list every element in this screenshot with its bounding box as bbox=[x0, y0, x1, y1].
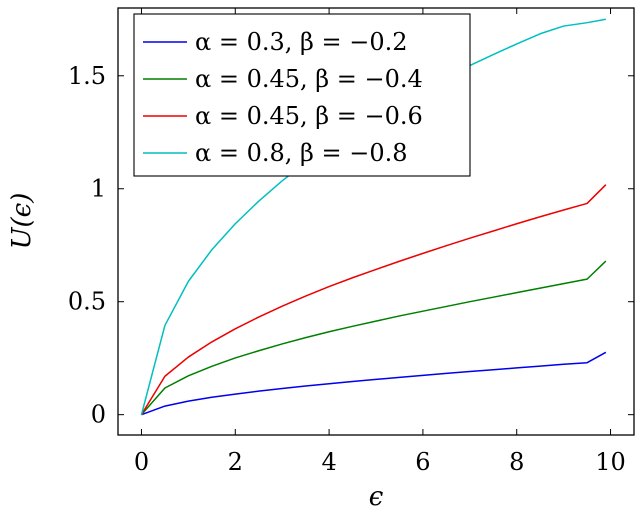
legend: α = 0.3, β = −0.2 α = 0.45, β = −0.4 α = 0… bbox=[133, 13, 471, 177]
series-line-3 bbox=[140, 184, 607, 416]
plot-frame bbox=[117, 7, 635, 436]
y-tick-label: 0 bbox=[91, 401, 106, 429]
y-axis-label: U(ϵ) bbox=[7, 193, 37, 250]
series-line-1 bbox=[141, 351, 607, 416]
x-tick-label: 4 bbox=[321, 448, 336, 476]
y-tick-label: 0.5 bbox=[68, 288, 106, 316]
x-tick-label: 2 bbox=[228, 448, 243, 476]
legend-box bbox=[133, 13, 471, 177]
x-tick-label: 8 bbox=[509, 448, 524, 476]
legend-label: α = 0.45, β = −0.6 bbox=[195, 102, 423, 130]
x-tick-label: 6 bbox=[415, 448, 430, 476]
ticks-layer: 0 2 4 6 8 10 0 0.5 1 1.5 bbox=[68, 8, 634, 476]
y-tick-label: 1.5 bbox=[68, 62, 106, 90]
x-tick-label: 0 bbox=[134, 448, 149, 476]
legend-label: α = 0.8, β = −0.8 bbox=[195, 139, 408, 167]
legend-label: α = 0.45, β = −0.4 bbox=[195, 65, 423, 93]
x-axis-label: ϵ bbox=[369, 482, 384, 512]
y-tick-label: 1 bbox=[91, 175, 106, 203]
x-tick-label: 10 bbox=[595, 448, 626, 476]
series-line-2 bbox=[140, 260, 607, 416]
legend-label: α = 0.3, β = −0.2 bbox=[195, 28, 408, 56]
